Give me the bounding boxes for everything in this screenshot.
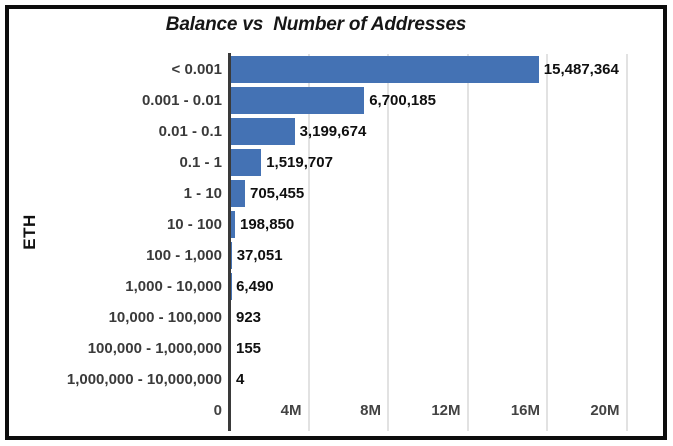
value-label: 1,519,707 [266, 154, 333, 171]
value-label: 3,199,674 [299, 123, 367, 140]
category-label: 0.1 - 1 [179, 154, 222, 171]
bar [231, 180, 245, 207]
value-label: 6,700,185 [369, 92, 436, 109]
value-label: 705,455 [250, 185, 305, 202]
value-label: 15,487,364 [543, 61, 619, 78]
bar [231, 242, 232, 269]
category-label: 1,000,000 - 10,000,000 [66, 371, 222, 388]
category-label: 0.01 - 0.1 [158, 123, 222, 140]
bar [231, 211, 235, 238]
bar [231, 149, 262, 176]
category-label: 100,000 - 1,000,000 [87, 340, 222, 357]
x-axis-tick-label: 12M [431, 402, 461, 419]
x-axis-tick-label: 16M [510, 402, 540, 419]
category-label: 1,000 - 10,000 [125, 278, 222, 295]
x-gridline [387, 54, 389, 431]
x-gridline [466, 54, 469, 431]
category-label: 10,000 - 100,000 [108, 309, 222, 326]
value-label: 155 [236, 340, 262, 357]
value-label: 6,490 [236, 278, 274, 295]
x-axis-tick-label: 8M [360, 402, 381, 419]
chart-title: Balance vs Number of Addresses [165, 14, 467, 35]
category-label: 100 - 1,000 [146, 247, 222, 264]
bar [231, 56, 539, 83]
bar [231, 87, 365, 114]
x-gridline [307, 54, 310, 431]
value-label: 4 [236, 371, 245, 388]
category-label: < 0.001 [171, 61, 222, 78]
category-label: 0.001 - 0.01 [141, 92, 222, 109]
x-axis-tick-label: 4M [280, 402, 302, 419]
bar [231, 118, 295, 145]
value-label: 37,051 [236, 247, 283, 264]
y-axis-baseline [228, 53, 231, 431]
x-gridline [546, 54, 548, 431]
value-label: 198,850 [240, 216, 295, 233]
category-label: 1 - 10 [183, 185, 222, 202]
x-gridline [625, 54, 628, 431]
x-axis-tick-label: 0 [213, 402, 222, 419]
x-axis-tick-label: 20M [590, 402, 620, 419]
category-label: 10 - 100 [166, 216, 222, 233]
value-label: 923 [236, 309, 262, 326]
